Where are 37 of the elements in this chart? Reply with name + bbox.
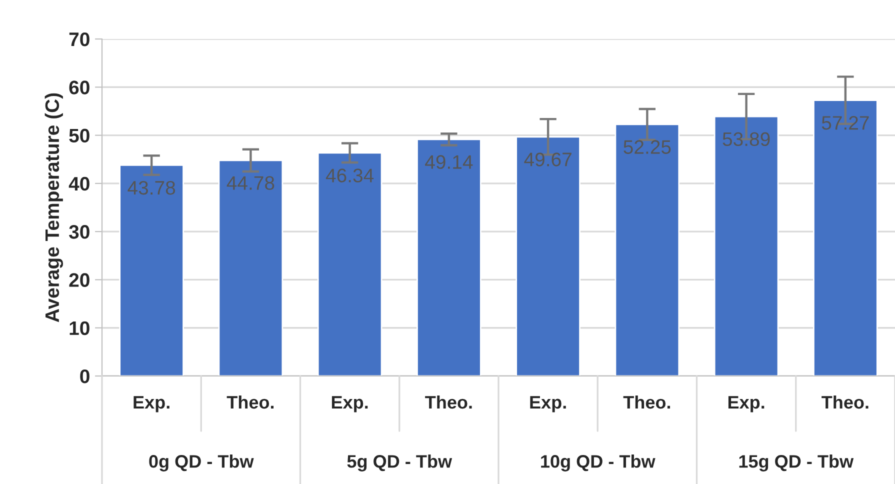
bar bbox=[516, 136, 580, 376]
data-label: 52.25 bbox=[624, 140, 671, 154]
data-label: 44.78 bbox=[226, 176, 274, 190]
y-tick-label: 50 bbox=[69, 128, 90, 143]
x-tick-label: Theo. bbox=[226, 395, 274, 409]
text: 0g QD - Tbw bbox=[149, 454, 254, 472]
data-label: 43.78 bbox=[128, 180, 176, 195]
x-tick-label: Exp. bbox=[728, 396, 764, 412]
bar bbox=[416, 138, 482, 376]
y-axis-title: Average Temperature (C) bbox=[44, 93, 64, 322]
bar bbox=[119, 164, 184, 376]
y-tick-label: 30 bbox=[69, 225, 90, 239]
data-label: 57.27 bbox=[822, 116, 869, 130]
bar bbox=[614, 124, 680, 376]
x-tick-label: Theo. bbox=[425, 395, 472, 409]
data-label: 49.67 bbox=[524, 152, 572, 166]
data-label: 46.34 bbox=[326, 168, 374, 182]
x-tick-label: Exp. bbox=[530, 396, 566, 412]
x-tick-label: Exp. bbox=[134, 396, 170, 412]
bar bbox=[714, 116, 779, 376]
text: 10g QD - Tbw bbox=[541, 454, 656, 472]
y-tick-label: 70 bbox=[69, 32, 90, 46]
text: 15g QD - Tbw bbox=[739, 454, 854, 472]
y-tick-label: 10 bbox=[70, 321, 90, 336]
y-tick-label: 60 bbox=[69, 80, 90, 94]
text: 5g QD - Tbw bbox=[347, 454, 452, 472]
x-tick-label: Theo. bbox=[822, 395, 868, 409]
y-tick-label: 0 bbox=[80, 369, 90, 384]
y-tick-label: 40 bbox=[68, 176, 90, 191]
data-label: 53.89 bbox=[722, 132, 770, 146]
bar bbox=[218, 160, 284, 376]
x-tick-label: Exp. bbox=[332, 396, 368, 412]
y-tick-label: 20 bbox=[69, 273, 90, 287]
x-tick-label: Theo. bbox=[623, 395, 670, 409]
bar bbox=[317, 152, 382, 376]
data-label: 49.14 bbox=[425, 155, 473, 169]
bar bbox=[813, 100, 878, 376]
